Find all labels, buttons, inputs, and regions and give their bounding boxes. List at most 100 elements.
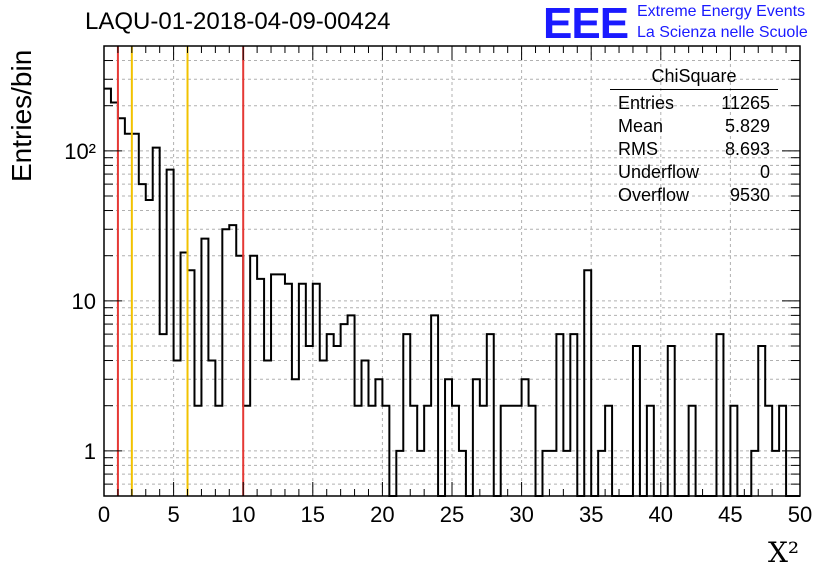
stats-row-underflow: Underflow 0 (610, 161, 778, 184)
histogram-bin (529, 406, 536, 496)
histogram-bars (104, 87, 800, 497)
histogram-bin (480, 406, 487, 496)
axes (103, 45, 801, 497)
x-tick-label: 40 (649, 502, 673, 527)
x-tick-label: 35 (579, 502, 603, 527)
stats-label: Overflow (618, 185, 690, 205)
histogram-bin (278, 274, 285, 496)
histogram-bin (320, 361, 327, 496)
histogram-bin (501, 406, 508, 496)
stats-value: 8.693 (724, 139, 770, 159)
histogram-bin (271, 274, 278, 496)
histogram-bin (132, 134, 139, 496)
histogram-bin (285, 284, 292, 496)
histogram-bin (222, 229, 229, 496)
y-tick-label: 10 (72, 289, 96, 314)
stats-row-overflow: Overflow 9530 (610, 184, 778, 207)
histogram-bin (563, 451, 570, 496)
histogram-bin (424, 406, 431, 496)
histogram-bin (125, 134, 132, 496)
histogram-bin (236, 256, 243, 496)
x-tick-label: 25 (440, 502, 464, 527)
histogram-bin (396, 451, 403, 496)
histogram-bin (716, 334, 723, 496)
histogram-bin (362, 361, 369, 496)
histogram-outline (104, 87, 800, 497)
histogram-bin (647, 406, 654, 496)
histogram-bin (410, 406, 417, 496)
histogram-bin (459, 451, 466, 496)
y-tick-label: 10² (64, 139, 96, 164)
histogram-bin (382, 406, 389, 496)
histogram-bin (772, 451, 779, 496)
histogram-bin (167, 170, 174, 496)
stats-label: Entries (618, 93, 675, 113)
histogram-bin (306, 346, 313, 496)
x-tick-label: 5 (167, 502, 179, 527)
histogram-bin (487, 334, 494, 496)
tick-labels: 0 5 10 15 20 25 30 35 40 45 50 1 10 10² (64, 139, 812, 527)
histogram-bin (584, 270, 591, 496)
histogram-bin (243, 406, 250, 496)
histogram-bin (299, 284, 306, 496)
histogram-bin (174, 361, 181, 496)
histogram-bin (264, 361, 271, 496)
histogram-bin (153, 148, 160, 496)
reference-lines (116, 46, 245, 496)
chart-title: LAQU-01-2018-04-09-00424 (85, 8, 391, 35)
histogram-bin (445, 379, 452, 496)
stats-box: ChiSquare Entries 11265 Mean 5.829 RMS 8… (610, 66, 778, 207)
histogram-bin (118, 118, 125, 496)
histogram-bin (765, 406, 772, 496)
histogram-bin (570, 334, 577, 496)
histogram-bin (549, 451, 556, 496)
histogram-bin (598, 451, 605, 496)
histogram-bin (375, 379, 382, 496)
logo-line-1: Extreme Energy Events (637, 3, 806, 20)
histogram-bin (668, 346, 675, 496)
stats-row-mean: Mean 5.829 (610, 115, 778, 138)
histogram-bin (250, 256, 257, 496)
histogram-bin (160, 334, 167, 496)
histogram-bin (355, 406, 362, 496)
x-tick-label: 10 (231, 502, 255, 527)
histogram-bin (515, 406, 522, 496)
x-tick-label: 30 (509, 502, 533, 527)
histogram-bin (327, 334, 334, 496)
stats-label: RMS (618, 139, 658, 159)
histogram-bin (292, 379, 299, 496)
stats-title: ChiSquare (610, 66, 778, 90)
histogram-bin (542, 451, 549, 496)
stats-value: 5.829 (724, 116, 770, 136)
eee-logo: EEE (543, 0, 629, 48)
histogram-bin (188, 270, 195, 496)
stats-row-rms: RMS 8.693 (610, 138, 778, 161)
histogram-bin (257, 279, 264, 496)
histogram-bin (104, 89, 111, 496)
histogram-bin (633, 346, 640, 496)
histogram-bin (348, 315, 355, 496)
stats-value: 11265 (721, 93, 770, 113)
x-tick-label: 45 (718, 502, 742, 527)
histogram-bin (522, 379, 529, 496)
histogram-bin (730, 406, 737, 496)
histogram-bin (229, 225, 236, 496)
histogram-bin (758, 346, 765, 496)
logo-line-2: La Scienza nelle Scuole (637, 24, 808, 41)
histogram-bin (139, 184, 146, 496)
x-tick-label: 15 (301, 502, 325, 527)
stats-value: 9530 (729, 185, 770, 205)
x-tick-label: 0 (98, 502, 110, 527)
histogram-bin (605, 406, 612, 496)
histogram-bin (341, 324, 348, 496)
x-tick-label: 50 (788, 502, 812, 527)
histogram-bin (194, 406, 201, 496)
histogram-bin (473, 379, 480, 496)
stats-row-entries: Entries 11265 (610, 92, 778, 115)
histogram-bin (689, 406, 696, 496)
histogram-bin (556, 334, 563, 496)
histogram-bin (146, 200, 153, 496)
stats-value: 0 (759, 162, 770, 182)
y-axis-label: Entries/bin (6, 49, 37, 182)
